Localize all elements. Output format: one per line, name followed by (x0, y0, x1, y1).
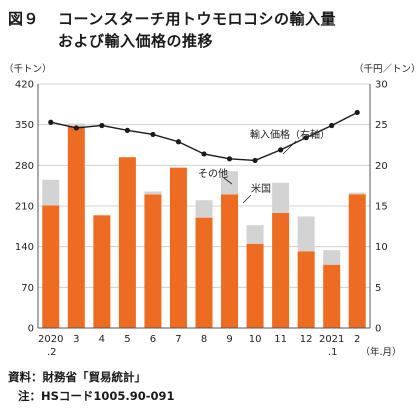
price-point (124, 127, 130, 133)
bar-us (118, 157, 136, 328)
bar-us (42, 205, 60, 328)
bar-other (246, 225, 264, 244)
price-point (201, 151, 207, 157)
bar-us (323, 264, 341, 328)
right-tick-label: 30 (375, 80, 388, 91)
figure-label: 図９ (8, 10, 40, 28)
bar-us (195, 217, 213, 328)
axes (37, 84, 371, 329)
left-axis-unit: （千トン） (4, 63, 52, 75)
bar-other (348, 192, 366, 195)
x-tick-label-sub: .1 (328, 347, 338, 358)
x-axis-unit: （年.月） (360, 346, 401, 358)
bar-other (272, 182, 290, 213)
x-tick-label: 3 (73, 334, 79, 345)
left-tick-label: 350 (15, 120, 34, 131)
bar-us (67, 126, 85, 329)
price-point (226, 156, 233, 162)
left-tick-label: 280 (15, 161, 34, 172)
bar-other (323, 250, 341, 265)
bar-us (144, 194, 162, 328)
hs-code-note: 注：HSコード1005.90-091 (18, 389, 175, 403)
x-tick-label: 2020 (38, 334, 63, 345)
x-tick-label: 8 (201, 334, 207, 345)
x-tick-label: 12 (300, 334, 313, 345)
price-point (99, 122, 105, 129)
x-tick-label: 4 (99, 334, 105, 345)
right-tick-label: 15 (375, 202, 388, 213)
price-point (303, 135, 309, 141)
x-tick-label: 7 (175, 334, 181, 345)
bar-us (221, 194, 239, 328)
right-axis-unit: （千円／トン） (354, 63, 420, 75)
x-tick-label: 10 (249, 334, 262, 345)
price-line-label: 輸入価格（右軸） (250, 128, 330, 141)
x-tick-label: 2021 (319, 334, 344, 345)
left-tick-label: 0 (28, 324, 34, 335)
us-label: 米国 (251, 182, 271, 195)
bar-other (67, 123, 85, 127)
bar-us (93, 215, 111, 328)
title-line-1: コーンスターチ用トウモロコシの輸入量 (58, 10, 336, 28)
left-tick-label: 140 (15, 242, 34, 253)
us-leader (242, 194, 252, 204)
bar-us (272, 212, 290, 328)
price-point (329, 122, 335, 129)
right-tick-label: 25 (375, 120, 388, 131)
title-line-2: および輸入価格の推移 (58, 32, 214, 50)
bar-other (144, 191, 162, 195)
price-point (175, 139, 182, 145)
right-tick-label: 20 (375, 161, 388, 172)
other-label: その他 (198, 167, 228, 180)
price-point (354, 109, 360, 116)
bar-us (169, 167, 187, 328)
bar-other (221, 171, 239, 195)
price-point (252, 157, 258, 164)
x-tick-label: 9 (226, 334, 232, 345)
price-line-leader (282, 140, 297, 155)
bar-other (297, 216, 315, 252)
left-tick-label: 70 (21, 283, 34, 294)
price-point (150, 131, 156, 138)
bars (42, 123, 366, 329)
x-tick-label: 2 (354, 334, 360, 345)
x-tick-label: 5 (124, 334, 130, 345)
bar-us (297, 251, 315, 328)
source-note: 資料：財務省「貿易統計」 (8, 370, 146, 384)
price-point (278, 147, 284, 153)
right-tick-label: 5 (375, 283, 381, 294)
left-tick-label: 210 (15, 202, 34, 213)
bar-other (195, 200, 213, 218)
left-tick-label: 420 (15, 80, 34, 91)
price-point (48, 119, 54, 125)
price-line (48, 109, 360, 164)
x-tick-label-sub: .2 (47, 347, 57, 358)
x-tick-label: 11 (274, 334, 287, 345)
x-tick-label: 6 (150, 334, 156, 345)
chart-title: 図９ コーンスターチ用トウモロコシの輸入量 および輸入価格の推移 (8, 8, 336, 52)
price-point (73, 125, 79, 131)
notes: 資料：財務省「貿易統計」 注：HSコード1005.90-091 (8, 368, 175, 406)
bar-other (42, 179, 60, 206)
bar-us (246, 243, 264, 328)
right-tick-label: 10 (375, 242, 388, 253)
other-leader (223, 177, 233, 185)
right-tick-label: 0 (375, 324, 381, 335)
bar-us (348, 194, 366, 328)
